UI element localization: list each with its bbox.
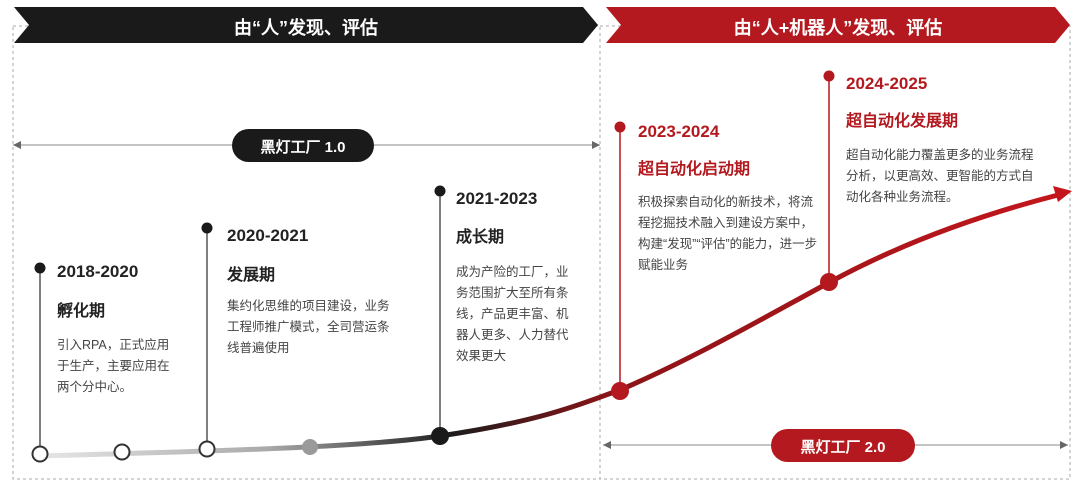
stage-3-desc: 成为产险的工厂，业务范围扩大至所有条线，产品更丰富、机器人更多、人力替代效果更大	[456, 265, 569, 363]
left-banner-title: 由“人”发现、评估	[234, 18, 378, 38]
curve-node-6	[611, 382, 629, 400]
curve-arrowhead	[1053, 186, 1072, 202]
factory-1-label: 黑灯工厂 1.0	[260, 139, 346, 156]
curve-node-3	[198, 440, 216, 458]
factory-1-span-left-arrow	[13, 141, 21, 149]
stage-4-years: 2023-2024	[638, 122, 720, 141]
stage-1-phase: 孵化期	[57, 303, 106, 320]
stage-3-years: 2021-2023	[456, 189, 538, 208]
stage-3-phase: 成长期	[456, 229, 505, 246]
left-era-frame	[12, 25, 601, 480]
factory-2-span-right-arrow	[1060, 441, 1068, 449]
stage-4-phase: 超自动化启动期	[638, 161, 751, 178]
curve-node-2	[113, 443, 131, 461]
stage-2-years: 2020-2021	[227, 226, 309, 245]
curve-node-7	[820, 273, 838, 291]
curve-node-1	[31, 445, 49, 463]
left-banner	[14, 7, 598, 43]
stage-5-years: 2024-2025	[846, 74, 928, 93]
factory-2-span-left-arrow	[603, 441, 611, 449]
stage-1-desc: 引入RPA，正式应用于生产，主要应用在两个分中心。	[57, 338, 170, 394]
stage-2-top-dot	[201, 222, 213, 234]
stage-4-top-dot	[614, 121, 626, 133]
stage-4-desc: 积极探索自动化的新技术，将流程挖掘技术融入到建设方案中，构建“发现”“评估”的能…	[638, 195, 818, 272]
stage-2-phase: 发展期	[227, 267, 276, 284]
factory-1-span-right-arrow	[592, 141, 600, 149]
stage-5-phase: 超自动化发展期	[846, 113, 959, 130]
factory-2-pill	[771, 429, 915, 462]
factory-2-label: 黑灯工厂 2.0	[800, 439, 886, 456]
stage-5-top-dot	[823, 70, 835, 82]
curve-node-5	[431, 427, 449, 445]
stage-5-desc: 超自动化能力覆盖更多的业务流程分析，以更高效、更智能的方式自动化各种业务流程。	[846, 148, 1034, 204]
stage-3-top-dot	[434, 185, 446, 197]
right-banner	[606, 7, 1070, 43]
stage-1-top-dot	[34, 262, 46, 274]
stage-2-desc: 集约化思维的项目建设，业务工程师推广模式，全司营运条线普遍使用	[227, 299, 390, 355]
curve-node-4	[302, 439, 318, 455]
factory-1-pill	[232, 129, 374, 162]
right-banner-title: 由“人+机器人”发现、评估	[733, 18, 943, 38]
stage-1-years: 2018-2020	[57, 262, 139, 281]
